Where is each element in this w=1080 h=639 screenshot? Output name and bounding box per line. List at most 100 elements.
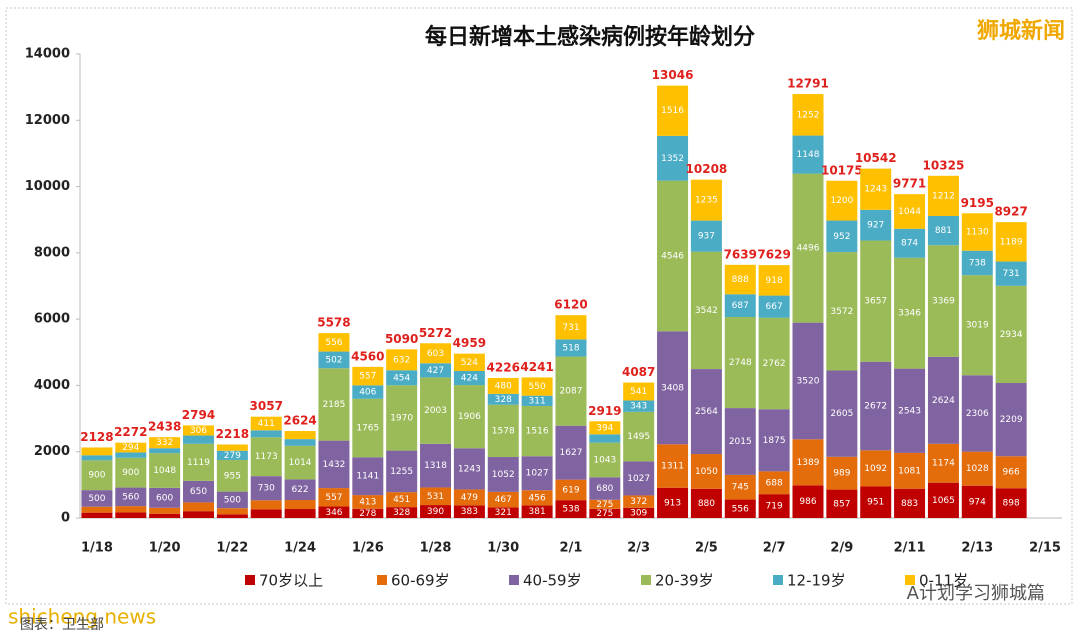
segment-label: 413	[359, 497, 376, 507]
bar-segment	[81, 512, 113, 518]
segment-label: 3346	[898, 309, 921, 319]
bar-segment	[657, 487, 689, 518]
bar-segment	[420, 363, 452, 378]
bar-segment	[758, 409, 790, 472]
legend-label: 12-19岁	[787, 572, 846, 590]
bar-segment	[183, 502, 215, 512]
bar-segment	[860, 168, 892, 210]
bar-segment	[555, 356, 587, 426]
bar-segment	[453, 505, 485, 518]
x-tick-label: 1/30	[487, 541, 519, 556]
total-label: 2128	[80, 430, 113, 444]
segment-label: 1119	[187, 458, 210, 468]
x-tick-label: 1/26	[352, 541, 384, 556]
segment-label: 688	[766, 478, 783, 488]
bar-segment	[623, 495, 655, 508]
bar-segment	[555, 339, 587, 357]
segment-label: 1174	[932, 459, 955, 469]
bar-segment	[386, 370, 418, 386]
bar-segment	[860, 361, 892, 451]
bar-segment	[183, 435, 215, 444]
bar-segment	[724, 499, 756, 518]
x-tick-label: 2/15	[1029, 541, 1061, 556]
watermark: 狮城新闻	[977, 18, 1065, 44]
segment-label: 3542	[695, 306, 718, 316]
bar-segment	[216, 450, 248, 460]
bar-segment	[521, 395, 553, 406]
bar-segment	[690, 251, 722, 370]
bar-segment	[826, 489, 858, 518]
segment-label: 456	[529, 493, 546, 503]
bar-segment	[657, 180, 689, 332]
bar-segment	[927, 215, 959, 246]
bar-segment	[792, 485, 824, 518]
bar-segment	[792, 173, 824, 323]
x-tick-label: 2/5	[695, 541, 718, 556]
segment-label: 2543	[898, 406, 921, 416]
segment-label: 955	[224, 471, 241, 481]
segment-label: 2087	[560, 387, 583, 397]
segment-label: 467	[495, 495, 512, 505]
bar-segment	[149, 453, 181, 488]
bar-segment	[149, 513, 181, 518]
segment-label: 427	[427, 366, 444, 376]
segment-label: 4546	[661, 252, 684, 262]
bar-segment	[657, 135, 689, 181]
legend-label: 0-11岁	[919, 572, 968, 590]
y-tick-label: 10000	[25, 179, 70, 194]
bar-segment	[487, 507, 519, 518]
segment-label: 1235	[695, 196, 718, 206]
bar-segment	[250, 476, 282, 501]
segment-label: 2672	[864, 402, 887, 412]
bar-segment	[453, 448, 485, 490]
bar-segment	[657, 85, 689, 136]
bar-segment	[81, 490, 113, 507]
segment-label: 454	[393, 373, 410, 383]
segment-label: 306	[190, 426, 207, 436]
bar-segment	[860, 209, 892, 241]
segment-label: 480	[495, 381, 512, 391]
segment-label: 857	[833, 499, 850, 509]
segment-label: 275	[596, 500, 613, 510]
total-label: 4959	[453, 336, 486, 350]
segment-label: 883	[901, 499, 918, 509]
segment-label: 3408	[661, 383, 684, 393]
segment-label: 1014	[289, 458, 312, 468]
segment-label: 730	[258, 484, 275, 494]
segment-label: 479	[461, 493, 478, 503]
bar-segment	[826, 252, 858, 371]
bar-segment	[487, 393, 519, 405]
segment-label: 1028	[966, 464, 989, 474]
segment-label: 309	[630, 508, 647, 518]
segment-label: 1130	[966, 227, 989, 237]
total-label: 4087	[622, 365, 655, 379]
total-label: 2624	[283, 414, 316, 428]
bar-segment	[724, 317, 756, 409]
bar-segment	[589, 434, 621, 443]
segment-label: 1148	[797, 150, 820, 160]
segment-label: 3572	[830, 307, 853, 317]
bar-segment	[115, 442, 147, 453]
segment-label: 531	[427, 492, 444, 502]
bar-segment	[657, 444, 689, 488]
segment-label: 731	[1003, 269, 1020, 279]
bar-segment	[115, 457, 147, 488]
bar-segment	[149, 448, 181, 454]
bar-segment	[487, 404, 519, 458]
legend-label: 20-39岁	[655, 572, 714, 590]
segment-label: 650	[190, 487, 207, 497]
bar-segment	[386, 450, 418, 493]
bar-segment	[149, 507, 181, 514]
bar-segment	[690, 179, 722, 221]
segment-label: 1495	[627, 432, 650, 442]
segment-label: 311	[529, 396, 546, 406]
segment-label: 881	[935, 226, 952, 236]
segment-label: 2564	[695, 407, 718, 417]
bar-segment	[623, 507, 655, 518]
segment-label: 1243	[458, 464, 481, 474]
bar-segment	[724, 474, 756, 500]
bar-segment	[250, 430, 282, 438]
bar-segment	[352, 495, 384, 509]
bar-segment	[995, 285, 1027, 384]
bar-segment	[318, 506, 350, 518]
